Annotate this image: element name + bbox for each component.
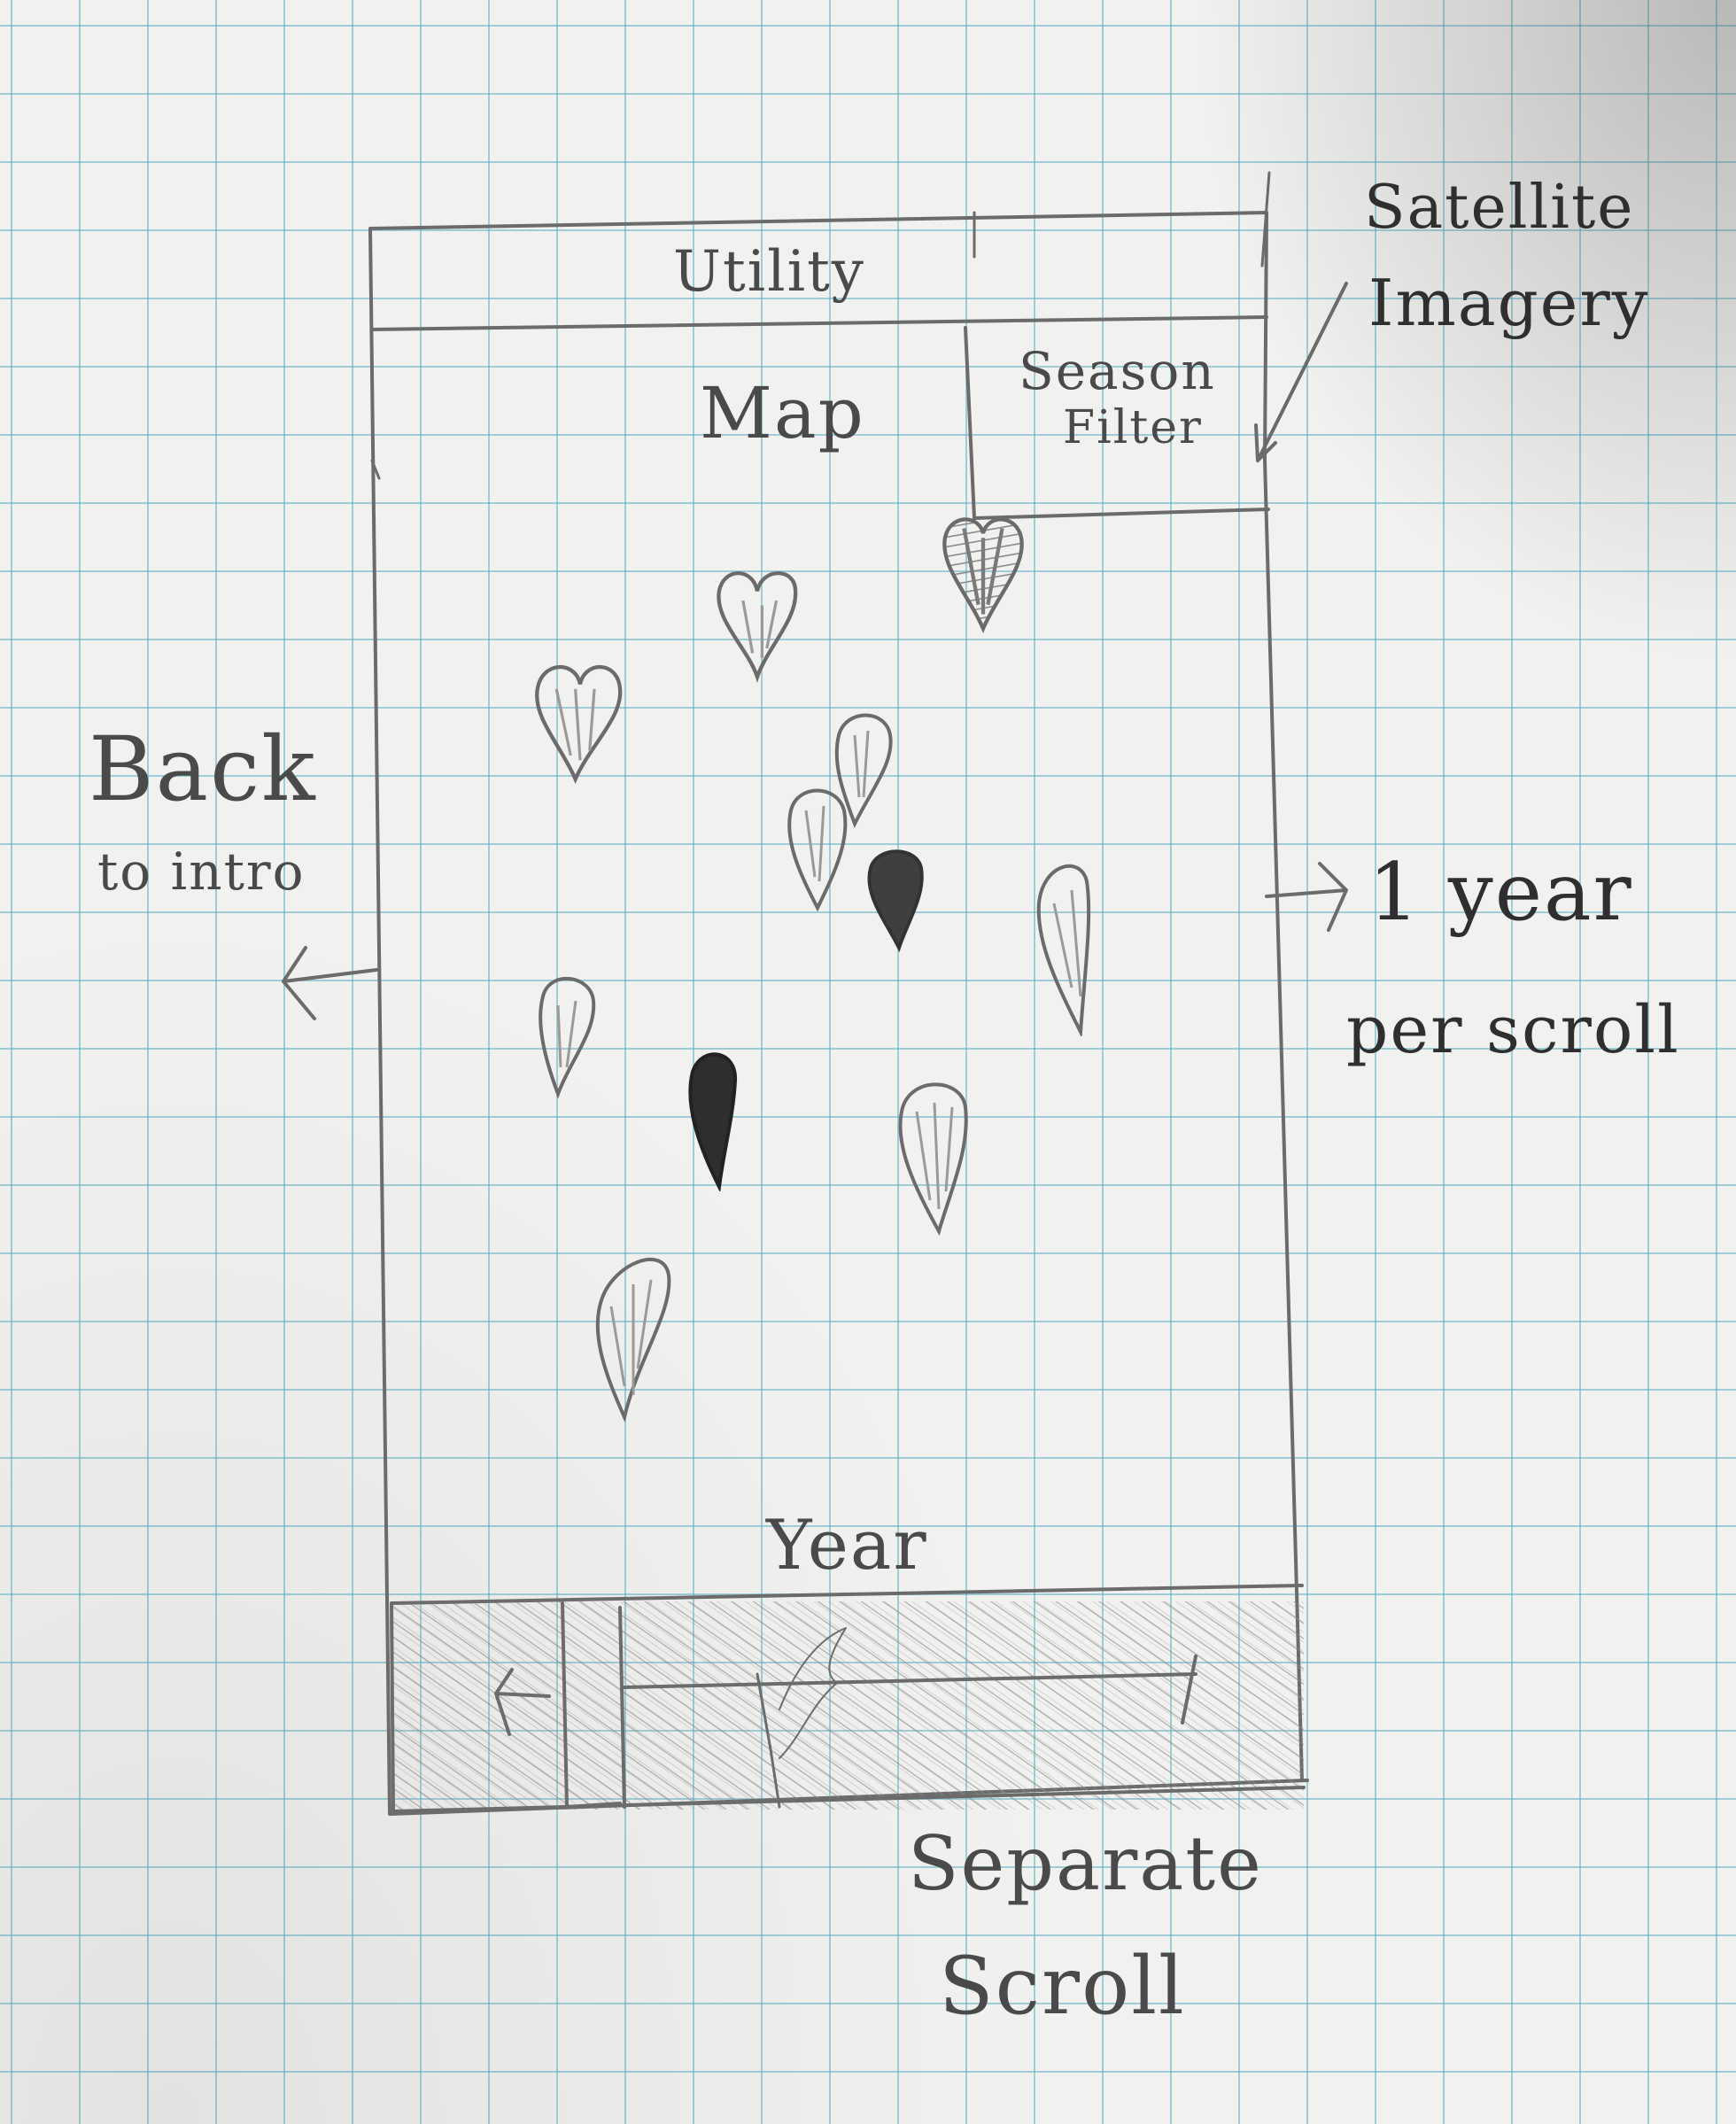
timeline-bar [390, 1584, 1306, 1813]
back-annotation-line1: Back [89, 717, 317, 821]
utility-header: Utility [673, 239, 865, 305]
map-pin[interactable] [536, 970, 598, 1098]
map-label: Map [700, 372, 865, 454]
year-label: Year [766, 1506, 928, 1585]
map-pin[interactable] [589, 1244, 673, 1422]
map-pin[interactable] [895, 1076, 970, 1236]
scroll-annotation-line2: per scroll [1346, 992, 1680, 1068]
header-divider [370, 315, 1268, 331]
map-pin[interactable] [784, 779, 850, 912]
satellite-annotation-line1: Satellite [1364, 173, 1635, 243]
back-annotation-line2: to intro [97, 841, 306, 902]
filter-label: Filter [1063, 401, 1203, 454]
season-label: Season [1019, 341, 1216, 401]
scroll-annotation-line1: 1 year [1368, 846, 1633, 939]
season-filter-button[interactable]: Season Filter [1019, 341, 1258, 454]
season-filter-bottom [973, 508, 1270, 520]
map-pin[interactable] [684, 1045, 741, 1191]
tab-map[interactable]: Map [700, 372, 865, 454]
tab-divider [964, 326, 976, 520]
satellite-arrow [1254, 282, 1348, 462]
separate-annotation-line2: Scroll [939, 1940, 1186, 2033]
heart-pin[interactable] [704, 562, 810, 686]
timeline-back-button[interactable] [394, 1605, 562, 1807]
map-pin[interactable] [864, 846, 926, 952]
map-pin[interactable] [1032, 855, 1094, 1036]
heart-pin[interactable] [531, 651, 629, 784]
scroll-arrow [1265, 862, 1348, 932]
utility-label: Utility [673, 239, 865, 305]
year-slider-track[interactable] [624, 1605, 1302, 1782]
back-arrow [282, 946, 378, 1020]
year-slider-thumb[interactable] [565, 1605, 622, 1807]
satellite-annotation-line2: Imagery [1368, 266, 1650, 340]
map-pin[interactable] [934, 509, 1032, 633]
map-pin[interactable] [828, 709, 899, 828]
separate-annotation-line1: Separate [908, 1820, 1263, 1907]
